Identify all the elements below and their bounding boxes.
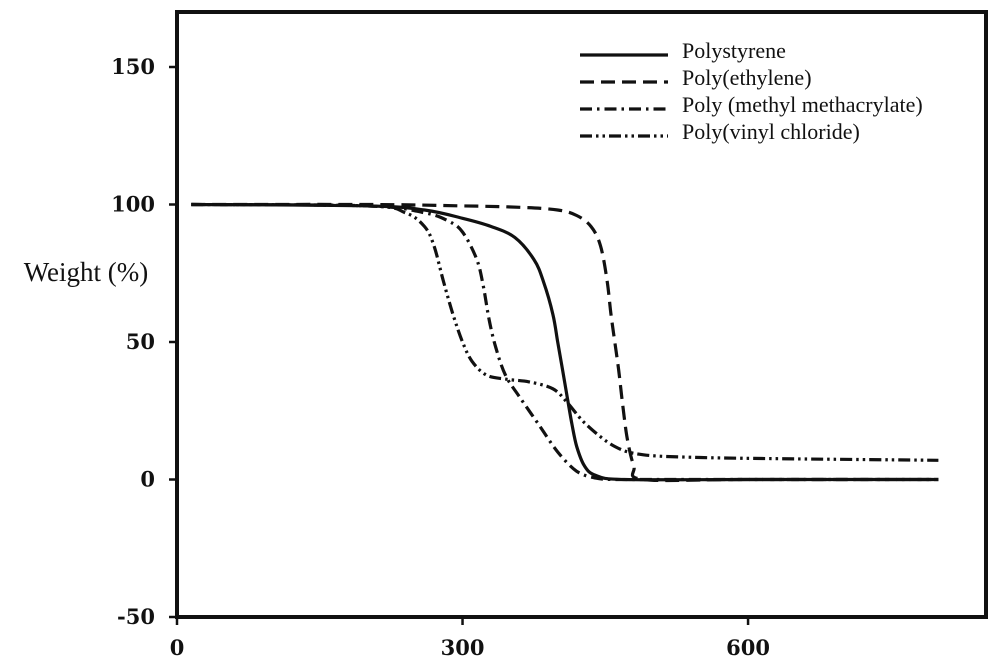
y-tick-label: 50 — [126, 329, 155, 354]
plot-frame — [175, 10, 988, 619]
legend-label: Poly(ethylene) — [682, 65, 812, 90]
y-tick-label: 150 — [111, 54, 155, 79]
axes — [175, 10, 988, 619]
x-tick-label: 300 — [441, 635, 485, 660]
series-line-4 — [191, 202, 939, 462]
x-tick-label: 0 — [170, 635, 185, 660]
legend-label: Poly (methyl methacrylate) — [682, 92, 923, 117]
series-lines — [191, 202, 939, 483]
y-tick-label: 0 — [140, 467, 155, 492]
y-axis-label: Weight (%) — [24, 257, 149, 287]
series-line-2 — [191, 202, 939, 483]
y-tick-label: -50 — [117, 604, 155, 629]
series-line-1 — [191, 202, 939, 482]
legend-label: Polystyrene — [682, 38, 786, 63]
series-line-3 — [191, 202, 939, 482]
y-tick-label: 100 — [111, 192, 155, 217]
x-tick-label: 600 — [726, 635, 770, 660]
tick-marks: -50 0 50 100 150 0 300 600 — [111, 54, 770, 660]
legend-label: Poly(vinyl chloride) — [682, 119, 860, 144]
